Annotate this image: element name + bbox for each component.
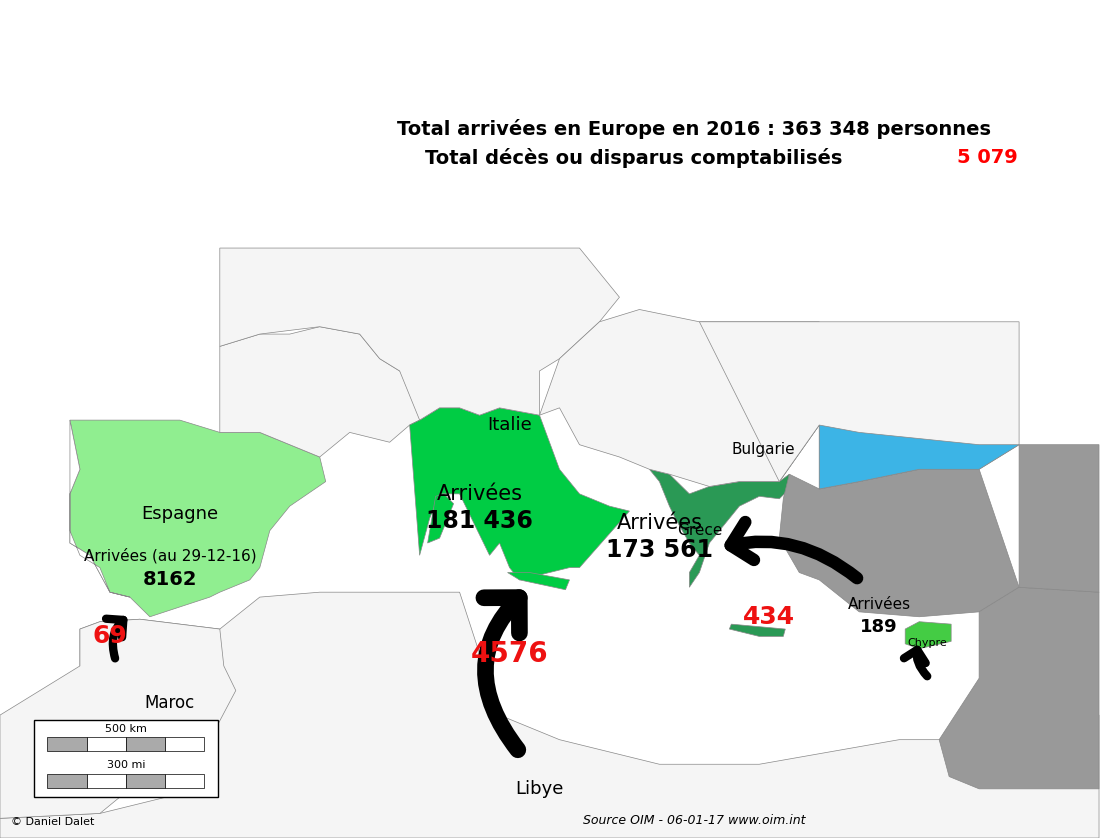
- Polygon shape: [508, 572, 570, 590]
- Polygon shape: [1019, 445, 1099, 592]
- Text: Libye: Libye: [516, 780, 564, 798]
- Text: 300 mi: 300 mi: [106, 760, 145, 770]
- Text: 4576: 4576: [471, 639, 548, 668]
- Polygon shape: [819, 425, 1019, 489]
- Polygon shape: [905, 622, 951, 649]
- Text: Total décès ou disparus comptabilisés: Total décès ou disparus comptabilisés: [425, 148, 849, 168]
- Polygon shape: [699, 322, 1019, 489]
- Polygon shape: [0, 619, 236, 819]
- FancyBboxPatch shape: [34, 720, 218, 798]
- Text: Bulgarie: Bulgarie: [732, 442, 796, 457]
- Text: Arrivées: Arrivées: [436, 484, 523, 504]
- Bar: [47, 737, 86, 751]
- Text: 434: 434: [743, 605, 796, 628]
- Polygon shape: [539, 309, 819, 487]
- Bar: [166, 737, 205, 751]
- Polygon shape: [649, 469, 789, 587]
- Polygon shape: [219, 327, 440, 457]
- Polygon shape: [69, 420, 130, 597]
- Polygon shape: [730, 624, 786, 636]
- Polygon shape: [939, 587, 1099, 789]
- Polygon shape: [69, 420, 326, 617]
- Polygon shape: [709, 415, 819, 487]
- Polygon shape: [0, 592, 1099, 838]
- Text: 173 561: 173 561: [605, 538, 713, 562]
- Text: 189: 189: [861, 618, 899, 635]
- Text: 500 km: 500 km: [105, 724, 147, 734]
- Text: Arrivées (au 29-12-16): Arrivées (au 29-12-16): [84, 547, 256, 563]
- Text: 181 436: 181 436: [426, 509, 533, 533]
- Bar: [86, 737, 125, 751]
- Bar: [47, 774, 86, 789]
- Text: Espagne: Espagne: [141, 504, 218, 523]
- Polygon shape: [427, 494, 453, 543]
- Text: 69: 69: [93, 624, 128, 649]
- Text: Italie: Italie: [487, 416, 532, 434]
- Bar: [125, 737, 166, 751]
- Text: 8162: 8162: [142, 571, 197, 589]
- Text: 5 079: 5 079: [957, 148, 1017, 168]
- Text: Grèce: Grèce: [677, 523, 722, 538]
- Bar: [166, 774, 205, 789]
- Polygon shape: [410, 408, 629, 580]
- Bar: [86, 774, 125, 789]
- Text: Total arrivées en Europe en 2016 : 363 348 personnes: Total arrivées en Europe en 2016 : 363 3…: [397, 119, 990, 139]
- Bar: [125, 774, 166, 789]
- Text: © Daniel Dalet: © Daniel Dalet: [11, 817, 95, 827]
- Text: Source OIM - 06-01-17 www.oim.int: Source OIM - 06-01-17 www.oim.int: [583, 814, 805, 827]
- Polygon shape: [779, 469, 1019, 617]
- Polygon shape: [219, 248, 620, 420]
- Text: Arrivées: Arrivées: [848, 597, 911, 612]
- Text: Maroc: Maroc: [144, 694, 195, 711]
- Text: Arrivées: Arrivées: [617, 514, 703, 533]
- Text: Chypre: Chypre: [908, 638, 947, 648]
